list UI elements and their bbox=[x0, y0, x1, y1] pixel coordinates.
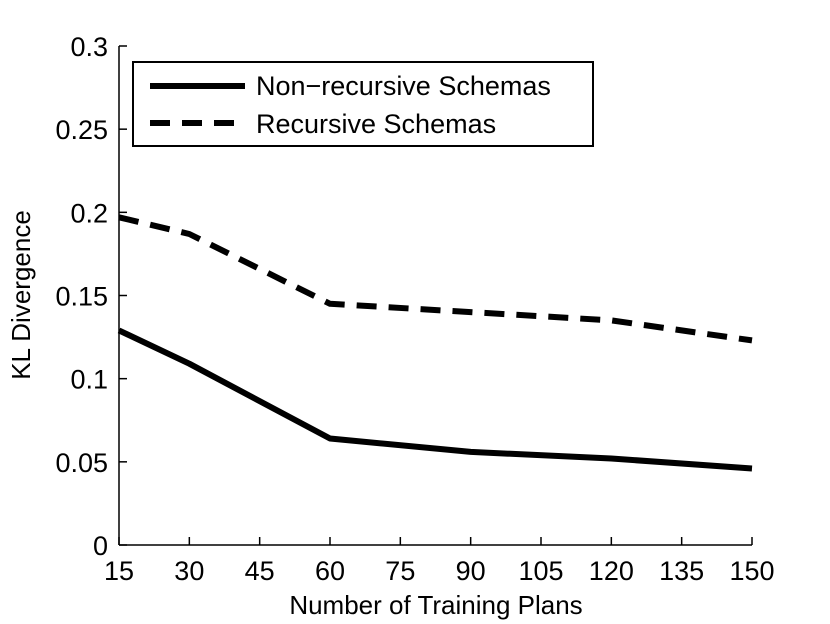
legend-box bbox=[132, 61, 594, 147]
x-tick-label: 150 bbox=[729, 556, 774, 586]
x-tick-label: 30 bbox=[174, 556, 204, 586]
y-axis-label: KL Divergence bbox=[6, 210, 36, 380]
series-line-non-recursive bbox=[117, 327, 753, 472]
x-tick-label: 75 bbox=[385, 556, 415, 586]
x-tick-label: 105 bbox=[518, 556, 563, 586]
y-tick-label: 0.3 bbox=[70, 32, 108, 62]
legend-label-recursive: Recursive Schemas bbox=[256, 109, 496, 139]
x-tick-label: 60 bbox=[315, 556, 345, 586]
x-tick-label: 90 bbox=[456, 556, 486, 586]
x-axis-label: Number of Training Plans bbox=[289, 590, 582, 620]
legend: Non−recursive Schemas Recursive Schemas bbox=[132, 61, 594, 147]
axes: 15 30 45 60 75 90 105 120 135 150 0 0.05 0.1 0.15 0.2 0… bbox=[55, 32, 774, 586]
x-tick-label: 15 bbox=[104, 556, 134, 586]
legend-label-non-recursive: Non−recursive Schemas bbox=[256, 71, 551, 101]
y-tick-label: 0 bbox=[93, 531, 108, 561]
x-tick-label: 135 bbox=[659, 556, 704, 586]
series-layer bbox=[117, 214, 753, 472]
y-tick-label: 0.15 bbox=[55, 282, 108, 312]
y-tick-label: 0.25 bbox=[55, 115, 108, 145]
y-tick-label: 0.2 bbox=[70, 198, 108, 228]
y-tick-label: 0.1 bbox=[70, 365, 108, 395]
series-line-recursive bbox=[118, 214, 753, 344]
y-tick-label: 0.05 bbox=[55, 448, 108, 478]
x-tick-label: 45 bbox=[245, 556, 275, 586]
x-tick-label: 120 bbox=[589, 556, 634, 586]
